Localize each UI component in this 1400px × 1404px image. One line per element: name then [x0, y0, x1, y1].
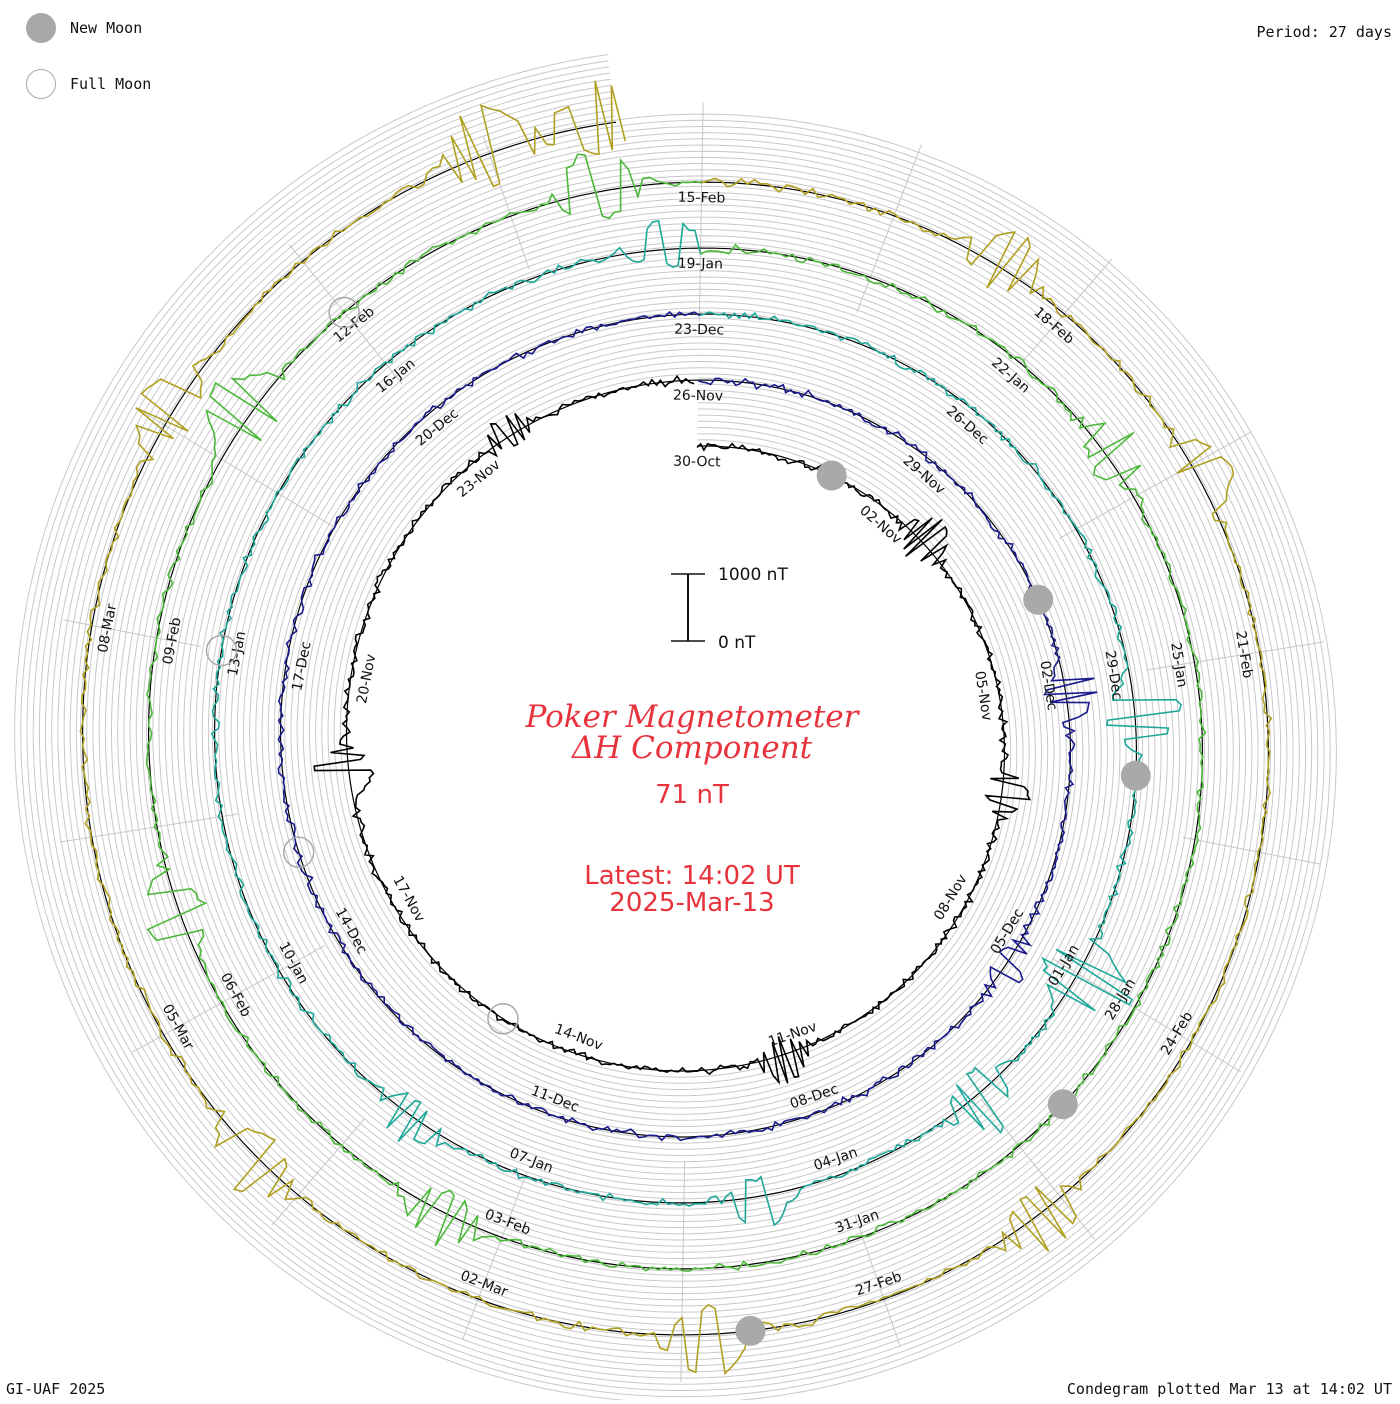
- new-moon-marker: [1047, 1089, 1078, 1120]
- full-moon-marker: [487, 1002, 519, 1035]
- day-spoke: [698, 102, 704, 323]
- plotted-label: Condegram plotted Mar 13 at 14:02 UT: [1066, 1380, 1392, 1398]
- series-line: [313, 374, 1032, 1085]
- day-spoke: [1146, 641, 1325, 671]
- new-moon-marker: [1023, 584, 1054, 615]
- date-label: 23-Nov: [454, 457, 503, 501]
- date-label: 26-Nov: [673, 388, 723, 405]
- series-line: [210, 219, 1183, 1227]
- day-spoke: [288, 244, 403, 385]
- date-label: 05-Nov: [971, 670, 995, 722]
- legend-full-moon-label: Full Moon: [70, 75, 152, 93]
- chart-title-line1: Poker Magnetometer: [525, 699, 861, 735]
- day-spoke: [856, 144, 922, 313]
- day-spoke: [483, 136, 530, 270]
- grid-ring: [51, 90, 1300, 1367]
- grid-ring: [32, 72, 1319, 1385]
- full-moon-icon: [26, 69, 56, 99]
- date-label: 02-Nov: [856, 503, 904, 548]
- latest-date: 2025-Mar-13: [609, 888, 774, 918]
- full-moon-marker: [205, 634, 238, 667]
- scale-top-label: 1000 nT: [718, 565, 788, 585]
- date-label: 11-Dec: [529, 1083, 581, 1116]
- date-label: 02-Dec: [1036, 660, 1060, 712]
- new-moon-icon: [26, 13, 56, 43]
- legend-full-moon: Full Moon: [26, 69, 151, 99]
- grid-ring: [69, 109, 1282, 1348]
- current-value: 71 nT: [655, 780, 729, 810]
- day-spoke: [1182, 836, 1321, 865]
- moon-markers: [205, 296, 1151, 1346]
- day-spoke: [1051, 957, 1241, 1073]
- day-spokes: [59, 102, 1325, 1382]
- date-label: 21-Feb: [1232, 630, 1255, 680]
- full-moon-marker: [282, 836, 315, 869]
- series-line: [145, 153, 1207, 1273]
- date-label: 15-Feb: [678, 190, 726, 207]
- period-label: Period: 27 days: [1256, 23, 1392, 41]
- day-spoke: [462, 1171, 528, 1340]
- data-series: [79, 80, 1273, 1376]
- date-label: 19-Jan: [678, 256, 724, 273]
- date-label: 29-Dec: [1102, 649, 1126, 701]
- grid-ring: [38, 78, 1313, 1379]
- date-label: 20-Nov: [354, 653, 379, 705]
- full-moon-marker: [328, 296, 360, 329]
- chart-title-line2: ΔH Component: [571, 730, 813, 766]
- grid-ring: [57, 97, 1294, 1361]
- day-spoke: [271, 1119, 365, 1226]
- date-label: 08-Dec: [788, 1081, 840, 1112]
- scale-bar: 1000 nT 0 nT: [671, 565, 788, 653]
- date-label: 02-Mar: [458, 1268, 510, 1301]
- series-line: [79, 80, 1273, 1376]
- grid-ring: [75, 115, 1276, 1342]
- scale-bottom-label: 0 nT: [718, 633, 756, 653]
- credit-label: GI-UAF 2025: [6, 1380, 106, 1398]
- new-moon-marker: [816, 460, 847, 491]
- date-label: 08-Nov: [931, 872, 971, 923]
- new-moon-marker: [735, 1315, 766, 1346]
- latest-time: Latest: 14:02 UT: [584, 861, 800, 891]
- grid-ring: [26, 66, 1325, 1391]
- legend-new-moon: New Moon: [26, 13, 142, 43]
- date-label: 14-Nov: [552, 1021, 605, 1054]
- date-label: 25-Jan: [1167, 641, 1190, 688]
- day-spoke: [59, 813, 238, 843]
- grid-ring: [63, 103, 1288, 1354]
- date-label: 23-Dec: [674, 322, 724, 339]
- date-label: 30-Oct: [673, 454, 721, 471]
- date-label: 16-Jan: [373, 356, 418, 397]
- date-label: 17-Nov: [389, 873, 427, 925]
- grid-ring: [44, 84, 1307, 1373]
- day-spoke: [143, 411, 333, 527]
- day-spoke: [680, 1161, 686, 1382]
- legend-new-moon-label: New Moon: [70, 19, 143, 37]
- day-spoke: [63, 619, 202, 648]
- series-line: [277, 310, 1098, 1142]
- date-label: 29-Nov: [900, 453, 948, 498]
- day-spoke: [132, 945, 325, 1053]
- day-spoke: [1019, 258, 1113, 365]
- date-label: 03-Feb: [482, 1206, 532, 1238]
- new-moon-marker: [1120, 760, 1151, 791]
- day-spoke: [1059, 431, 1252, 539]
